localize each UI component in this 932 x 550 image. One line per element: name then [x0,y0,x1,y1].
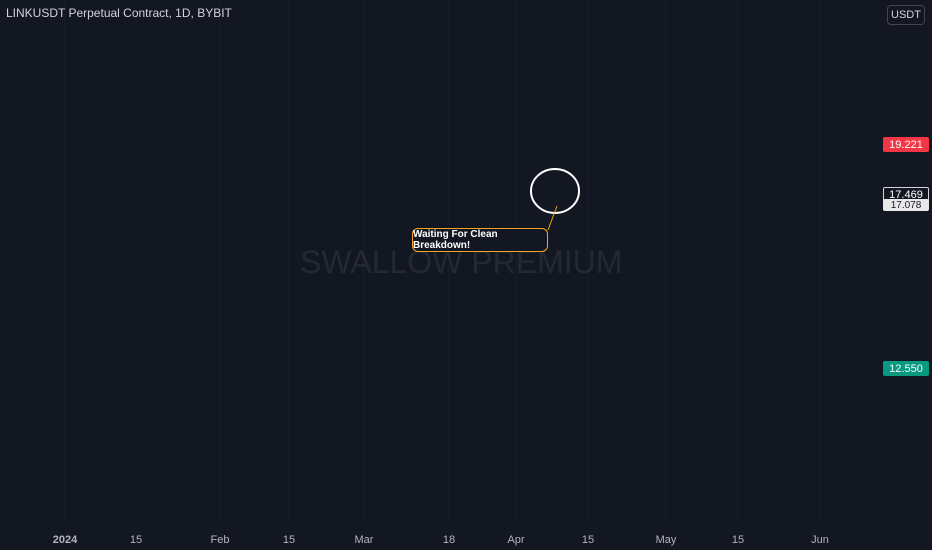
x-tick-label: Mar [355,534,374,546]
x-tick-label: 15 [732,534,744,546]
x-tick-label: 18 [443,534,455,546]
stop-price-label: 19.221 [883,137,929,152]
x-tick-label: 15 [130,534,142,546]
currency-button[interactable]: USDT [887,5,925,25]
chart-title: LINKUSDT Perpetual Contract, 1D, BYBIT [6,6,232,20]
annotation-callout[interactable]: Waiting For Clean Breakdown! [412,228,548,252]
x-tick-label: 2024 [53,534,78,546]
highlight-circle [530,168,580,214]
support-price-label: 17.078 [883,199,929,211]
x-tick-label: Jun [811,534,829,546]
x-tick-label: Feb [211,534,230,546]
x-tick-label: May [656,534,677,546]
target-price-label: 12.550 [883,361,929,376]
callout-pointer [547,205,558,231]
x-tick-label: Apr [507,534,524,546]
drawings[interactable] [363,0,883,231]
grid [0,0,880,525]
x-axis[interactable]: 2024 15 Feb 15 Mar 18 Apr 15 May 15 Jun [53,534,829,546]
x-tick-label: 15 [283,534,295,546]
x-tick-label: 15 [582,534,594,546]
